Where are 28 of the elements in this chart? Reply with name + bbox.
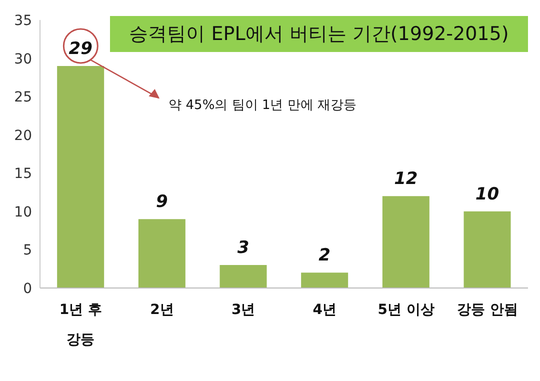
y-tick-label: 5 xyxy=(23,242,32,259)
bar xyxy=(57,66,104,288)
bar xyxy=(138,219,186,288)
x-tick-label: 2년 xyxy=(150,302,174,318)
data-label: 9 xyxy=(156,192,168,212)
y-tick-label: 35 xyxy=(14,12,32,29)
x-tick-label: 4년 xyxy=(312,302,337,318)
y-tick-label: 25 xyxy=(14,90,32,106)
y-tick-label: 20 xyxy=(14,128,32,144)
bar xyxy=(301,272,348,288)
data-label: 10 xyxy=(475,184,500,204)
y-tick-label: 0 xyxy=(23,280,32,297)
data-label: 2 xyxy=(318,246,330,266)
y-tick-label: 15 xyxy=(14,166,32,182)
x-tick-label: 강등 안됨 xyxy=(456,302,518,318)
y-tick-label: 10 xyxy=(14,204,32,220)
bar xyxy=(220,265,267,288)
data-label: 3 xyxy=(237,238,250,258)
x-tick-label: 5년 이상 xyxy=(378,302,434,318)
bar xyxy=(382,196,430,288)
x-tick-label: 3년 xyxy=(231,302,256,318)
y-tick-label: 30 xyxy=(14,51,32,68)
data-label: 29 xyxy=(68,38,93,59)
annotation: 약 45%의 팀이 1년 만에 재강등 xyxy=(168,96,356,114)
data-label: 12 xyxy=(394,169,418,190)
chart-title: 승격팀이 EPL에서 버티는 기간(1992-2015) xyxy=(129,22,509,47)
bar xyxy=(464,211,511,288)
x-tick-label: 1년 후 강등 xyxy=(59,302,102,348)
